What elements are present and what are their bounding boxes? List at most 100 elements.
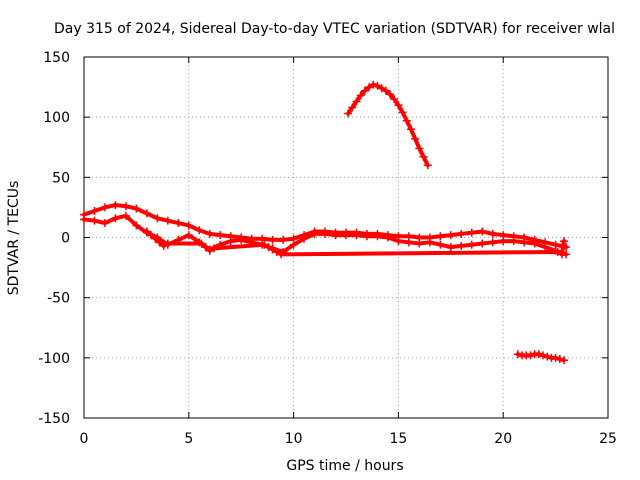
- y-tick-label: 50: [52, 170, 70, 186]
- data-point: [264, 243, 273, 252]
- data-point: [419, 152, 428, 161]
- data-point: [520, 238, 529, 247]
- data-point: [184, 221, 193, 230]
- data-point: [402, 116, 411, 125]
- x-tick-label: 0: [80, 431, 89, 447]
- chart-title: Day 315 of 2024, Sidereal Day-to-day VTE…: [54, 21, 615, 37]
- series-arc: [344, 80, 432, 170]
- data-point: [268, 245, 277, 254]
- data-point: [155, 238, 164, 247]
- data-point: [216, 231, 225, 240]
- data-point: [300, 234, 309, 243]
- data-point: [356, 91, 365, 100]
- data-point: [436, 240, 445, 249]
- data-point: [539, 351, 548, 360]
- data-point: [377, 84, 386, 93]
- data-point: [467, 240, 476, 249]
- data-point: [331, 231, 340, 240]
- data-point: [226, 237, 235, 246]
- y-tick-label: -100: [38, 351, 70, 367]
- data-point: [132, 204, 141, 213]
- y-tick-label: 100: [43, 110, 70, 126]
- y-tick-label: -50: [47, 291, 70, 307]
- marks: [80, 80, 571, 365]
- y-tick-label: -150: [38, 411, 70, 427]
- data-point: [559, 237, 568, 246]
- data-point: [457, 229, 466, 238]
- data-point: [415, 239, 424, 248]
- data-point: [121, 202, 130, 211]
- data-point: [383, 233, 392, 242]
- y-axis-title: SDTVAR / TECUs: [6, 181, 22, 296]
- data-point: [100, 203, 109, 212]
- data-point: [80, 215, 88, 224]
- data-point: [362, 232, 371, 241]
- data-point: [268, 235, 277, 244]
- data-point: [411, 134, 420, 143]
- data-point: [457, 241, 466, 250]
- data-point: [289, 240, 298, 249]
- data-point: [344, 109, 353, 118]
- data-point: [147, 231, 156, 240]
- data-point: [310, 229, 319, 238]
- data-point: [369, 80, 378, 89]
- data-point: [404, 238, 413, 247]
- data-point: [279, 235, 288, 244]
- data-point: [446, 231, 455, 240]
- data-point: [90, 207, 99, 216]
- x-tick-label: 20: [494, 431, 512, 447]
- data-point: [373, 232, 382, 241]
- data-point: [195, 226, 204, 235]
- data-point: [446, 243, 455, 252]
- data-point: [142, 209, 151, 218]
- data-point: [373, 81, 382, 90]
- data-point: [499, 237, 508, 246]
- y-tick-label: 150: [43, 50, 70, 66]
- data-point: [342, 231, 350, 240]
- x-tick-label: 25: [599, 431, 617, 447]
- data-point: [381, 86, 390, 95]
- data-point: [557, 250, 566, 259]
- data-point: [142, 227, 151, 236]
- data-point: [436, 232, 445, 241]
- data-point: [90, 216, 99, 225]
- data-point: [360, 86, 369, 95]
- data-point: [488, 229, 497, 238]
- data-point: [423, 161, 432, 170]
- data-point: [272, 247, 281, 256]
- data-point: [352, 231, 361, 240]
- y-tick-label: 0: [61, 231, 70, 247]
- data-point: [260, 240, 269, 249]
- data-point: [488, 238, 497, 247]
- data-point: [394, 101, 403, 110]
- x-tick-label: 15: [389, 431, 407, 447]
- data-point: [386, 90, 395, 99]
- data-point: [205, 246, 214, 255]
- data-point: [394, 237, 403, 246]
- data-point: [121, 211, 130, 220]
- data-point: [406, 125, 415, 134]
- data-point: [478, 227, 487, 236]
- data-point: [551, 353, 560, 362]
- data-point: [197, 239, 206, 248]
- data-point: [415, 144, 424, 153]
- data-point: [132, 221, 141, 230]
- data-point: [534, 350, 543, 359]
- x-axis-title: GPS time / hours: [286, 458, 403, 474]
- data-point: [209, 244, 218, 253]
- data-point: [277, 250, 286, 259]
- data-point: [348, 103, 357, 112]
- data-point: [163, 239, 172, 248]
- data-point: [111, 214, 120, 223]
- data-point: [530, 239, 539, 248]
- data-point: [153, 214, 162, 223]
- data-point: [509, 237, 518, 246]
- data-point: [543, 352, 552, 361]
- data-point: [352, 97, 361, 106]
- data-point: [559, 356, 568, 365]
- data-point: [467, 228, 476, 237]
- data-point: [159, 241, 168, 250]
- data-point: [513, 350, 522, 359]
- data-point: [541, 243, 550, 252]
- data-point: [174, 219, 183, 228]
